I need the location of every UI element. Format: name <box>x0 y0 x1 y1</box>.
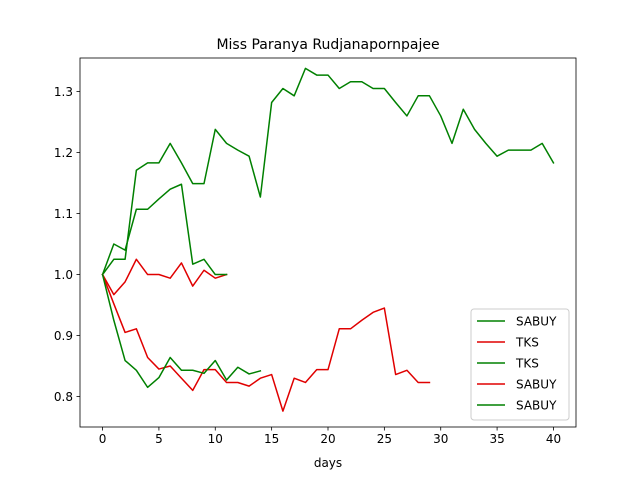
x-tick-label: 35 <box>489 432 504 446</box>
x-tick-label: 15 <box>264 432 279 446</box>
legend-label-3: SABUY <box>516 378 557 392</box>
legend-box <box>470 308 570 421</box>
x-tick-label: 25 <box>377 432 392 446</box>
x-tick-label: 20 <box>320 432 335 446</box>
x-tick-label: 10 <box>208 432 223 446</box>
legend-label-2: TKS <box>515 357 539 371</box>
series-line-0-sabuy <box>101 67 555 276</box>
legend-label-4: SABUY <box>516 399 557 413</box>
x-tick-label: 5 <box>155 432 163 446</box>
legend-label-1: TKS <box>515 336 539 350</box>
series-line-4-sabuy <box>101 273 262 389</box>
plot-area: 0 5 10 15 20 25 30 35 40 0.8 0.9 1.0 1.1 1.2 1.3 <box>54 57 577 446</box>
y-tick-label: 1.1 <box>54 207 73 221</box>
x-tick-label: 40 <box>546 432 561 446</box>
series-lines <box>101 67 555 412</box>
y-tick-label: 0.9 <box>54 329 73 343</box>
y-tick-label: 0.8 <box>54 390 73 404</box>
x-tick-label: 0 <box>99 432 107 446</box>
legend: SABUY TKS TKS SABUY SABUY <box>470 308 570 421</box>
series-line-3-sabuy <box>101 273 431 412</box>
chart-title: Miss Paranya Rudjanapornpajee <box>216 37 439 53</box>
y-tick-label: 1.3 <box>54 85 73 99</box>
series-line-2-tks <box>101 183 228 276</box>
legend-label-0: SABUY <box>516 315 557 329</box>
x-tick-label: 30 <box>433 432 448 446</box>
y-tick-label: 1.0 <box>54 268 73 282</box>
y-tick-label: 1.2 <box>54 146 73 160</box>
series-line-1-tks <box>101 258 228 296</box>
x-axis-label: days <box>314 456 342 470</box>
